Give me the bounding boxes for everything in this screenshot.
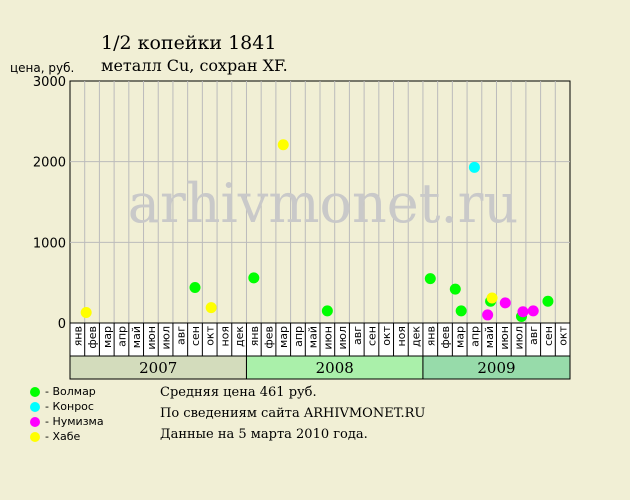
y-tick-label: 0 bbox=[58, 317, 66, 332]
legend-marker-icon bbox=[30, 401, 40, 412]
month-label: дек bbox=[233, 326, 246, 347]
data-point bbox=[205, 302, 217, 314]
data-point bbox=[517, 306, 529, 318]
month-label: июн bbox=[498, 326, 511, 350]
month-label: янв bbox=[248, 326, 261, 346]
year-label: 2007 bbox=[139, 359, 177, 377]
month-label: мар bbox=[277, 326, 290, 348]
month-label: мар bbox=[101, 326, 114, 348]
month-label: авг bbox=[351, 326, 364, 345]
legend: - Волмар - Конрос - Нумизма - Хабе bbox=[30, 384, 104, 444]
legend-label: - Хабе bbox=[45, 430, 81, 443]
month-label: окт bbox=[380, 325, 393, 345]
month-label: фев bbox=[86, 326, 99, 349]
month-label: авг bbox=[174, 326, 187, 345]
y-axis-label: цена, руб. bbox=[10, 61, 75, 75]
month-label: мар bbox=[454, 326, 467, 348]
year-label: 2009 bbox=[477, 359, 515, 377]
legend-marker-icon bbox=[30, 416, 40, 427]
legend-item-volmar: - Волмар bbox=[30, 384, 104, 399]
month-label: июл bbox=[160, 326, 173, 349]
month-label: ноя bbox=[218, 326, 231, 347]
data-point bbox=[482, 309, 494, 321]
legend-label: - Конрос bbox=[45, 400, 94, 413]
data-point bbox=[424, 273, 436, 285]
month-label: июн bbox=[321, 326, 334, 350]
source-text: По сведениям сайта ARHIVMONET.RU bbox=[160, 406, 426, 421]
watermark-text: arhivmonet.ru bbox=[128, 172, 518, 235]
month-label: июл bbox=[513, 326, 526, 349]
legend-item-numizma: - Нумизма bbox=[30, 414, 104, 429]
info-block: Средняя цена 461 руб. По сведениям сайта… bbox=[160, 382, 425, 445]
legend-marker-icon bbox=[30, 431, 40, 442]
y-tick-label: 2000 bbox=[33, 156, 66, 171]
month-label: апр bbox=[115, 326, 128, 347]
average-price-text: Средняя цена 461 руб. bbox=[160, 385, 317, 400]
data-point bbox=[455, 305, 467, 317]
month-label: дек bbox=[410, 326, 423, 347]
month-label: фев bbox=[263, 326, 276, 349]
data-point bbox=[499, 297, 511, 309]
month-label: май bbox=[483, 326, 496, 348]
data-point bbox=[277, 139, 289, 151]
month-label: янв bbox=[71, 326, 84, 346]
month-label: фев bbox=[439, 326, 452, 349]
month-label: май bbox=[307, 326, 320, 348]
data-point bbox=[486, 292, 498, 304]
data-point bbox=[189, 282, 201, 294]
data-point bbox=[248, 272, 260, 284]
month-label: янв bbox=[424, 326, 437, 346]
legend-item-konros: - Конрос bbox=[30, 399, 104, 414]
month-label: апр bbox=[292, 326, 305, 347]
month-label: окт bbox=[557, 325, 570, 345]
month-label: сен bbox=[365, 326, 378, 346]
month-label: июн bbox=[145, 326, 158, 350]
month-label: сен bbox=[542, 326, 555, 346]
data-point bbox=[449, 283, 461, 295]
y-tick-label: 1000 bbox=[33, 236, 66, 251]
data-point bbox=[321, 305, 333, 317]
month-label: июл bbox=[336, 326, 349, 349]
month-label: сен bbox=[189, 326, 202, 346]
month-label: авг bbox=[527, 326, 540, 345]
chart-title: 1/2 копейки 1841 bbox=[101, 32, 277, 54]
month-label: ноя bbox=[395, 326, 408, 347]
legend-label: - Нумизма bbox=[45, 415, 104, 428]
legend-item-khabe: - Хабе bbox=[30, 429, 104, 444]
year-cell bbox=[422, 355, 571, 380]
data-point bbox=[542, 295, 554, 307]
data-point bbox=[468, 161, 480, 173]
data-point bbox=[527, 305, 539, 317]
month-label: апр bbox=[468, 326, 481, 347]
month-label: май bbox=[130, 326, 143, 348]
date-text: Данные на 5 марта 2010 года. bbox=[160, 427, 368, 442]
year-label: 2008 bbox=[316, 359, 354, 377]
chart-subtitle: металл Cu, сохран XF. bbox=[101, 56, 288, 75]
month-label: окт bbox=[204, 325, 217, 345]
legend-marker-icon bbox=[30, 386, 40, 397]
y-tick-label: 3000 bbox=[33, 75, 66, 90]
legend-label: - Волмар bbox=[45, 385, 96, 398]
data-point bbox=[80, 307, 92, 319]
